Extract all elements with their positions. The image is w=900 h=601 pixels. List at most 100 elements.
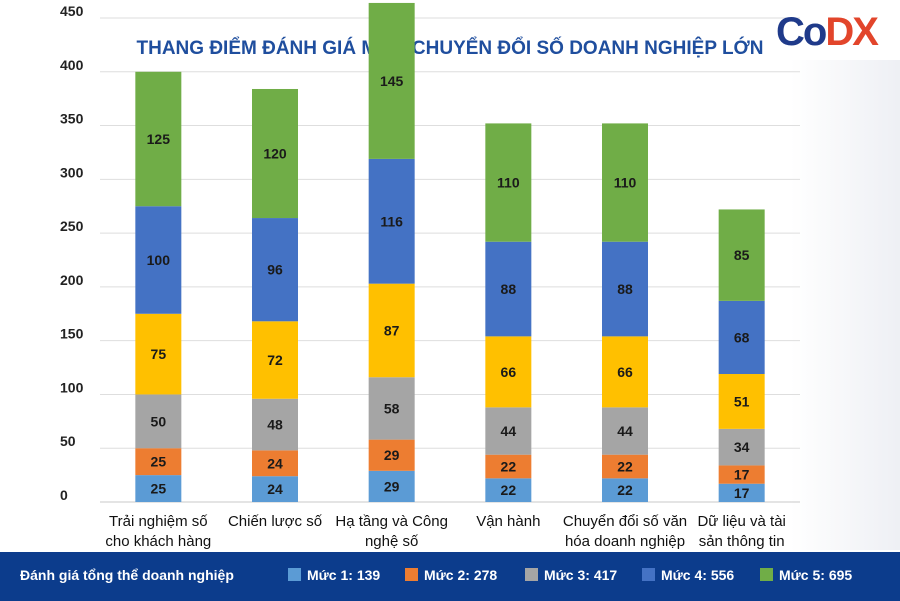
bar-segment [135,448,182,476]
bar-segment [252,218,298,322]
legend-label: Mức 3: 417 [544,567,618,583]
legend-item: Mức 2: 278 [405,567,497,583]
y-tick-label: 200 [60,272,84,288]
data-label: 29 [384,478,400,494]
footer-bar: Đánh giá tổng thể doanh nghiệp Mức 1: 13… [0,552,900,601]
bar-segment [602,407,648,455]
data-label: 120 [263,146,287,162]
data-label: 17 [734,485,750,501]
bar-segment [718,300,765,375]
data-label: 24 [267,481,283,497]
data-label: 110 [497,175,520,191]
legend-swatch [760,568,773,581]
bar-segment [718,209,765,301]
data-label: 66 [617,364,633,380]
data-label: 85 [734,247,750,263]
bar-segment [485,454,532,479]
bar-segment [602,123,648,242]
bars: 25 25 50 75 100 125 24 24 48 72 96 120 29 29 58 87 116 14… [135,2,765,502]
bar-segment [252,398,298,451]
x-tick-label: Chiến lược số [228,513,323,530]
bar-segment [485,407,532,455]
x-tick-label: Vận hành [476,513,540,530]
data-label: 24 [267,455,283,471]
y-tick-label: 350 [60,111,84,127]
y-tick-label: 450 [60,3,84,19]
data-label: 29 [384,447,400,463]
bar-segment [135,475,182,502]
data-label: 25 [151,481,167,497]
stacked-bar-chart: THANG ĐIỂM ĐÁNH GIÁ MỨC CHUYỂN ĐỔI SỐ DO… [60,2,800,550]
y-tick-label: 300 [60,164,84,180]
footer-title: Đánh giá tổng thể doanh nghiệp [20,567,234,583]
data-label: 44 [617,423,633,439]
data-label: 96 [267,262,283,278]
bar-segment [135,394,182,449]
data-label: 51 [734,393,750,409]
bar-segment [602,336,648,408]
gridlines [100,17,800,503]
bar-segment [602,241,648,337]
data-label: 110 [614,175,637,191]
y-axis-ticks: 0 50 100 150 200 250 300 350 400 450 [60,3,84,503]
bar-segment [252,476,298,502]
bar-segment [718,374,765,429]
data-label: 44 [501,423,517,439]
x-tick-label: Chuyển đổi số văn [563,513,687,530]
legend-item: Mức 3: 417 [525,567,617,583]
legend-swatch [288,568,301,581]
data-label: 22 [617,482,633,498]
legend-swatch [525,568,538,581]
data-label: 88 [617,281,633,297]
x-tick-label: Trải nghiệm số [109,513,208,530]
x-axis-labels: Trải nghiệm số cho khách hàng Chiến lược s… [105,513,786,550]
data-label: 22 [501,482,517,498]
data-label: 50 [151,413,167,429]
legend-swatch [642,568,655,581]
bar-segment [252,450,298,477]
bar-segment [368,283,415,378]
data-label: 75 [151,346,167,362]
bar-segment [602,454,648,479]
bar-segment [368,2,415,159]
y-tick-label: 50 [60,433,76,449]
x-tick-label: sản thông tin [699,533,785,550]
bar-segment [135,206,182,314]
legend-label: Mức 2: 278 [424,567,498,583]
chart-title: THANG ĐIỂM ĐÁNH GIÁ MỨC CHUYỂN ĐỔI SỐ DO… [137,37,764,59]
x-tick-label: hóa doanh nghiệp [565,533,685,550]
data-label: 72 [267,352,283,368]
data-label: 48 [267,417,283,433]
bar-segment [485,336,532,408]
y-tick-label: 100 [60,379,84,395]
legend-item: Mức 5: 695 [760,567,852,583]
data-label: 145 [380,73,404,89]
bar-segment [252,88,298,219]
bar-segment [368,377,415,440]
x-tick-label: cho khách hàng [105,533,211,550]
x-tick-label: nghệ số [365,533,419,550]
legend-swatch [405,568,418,581]
legend-item: Mức 1: 139 [288,567,380,583]
bar-segment [718,483,765,502]
bar-segment [485,478,532,502]
data-label: 22 [501,459,517,475]
data-label: 58 [384,400,400,416]
data-label: 88 [501,281,517,297]
data-label: 25 [151,454,167,470]
legend-label: Mức 4: 556 [661,567,735,583]
bar-segment [368,158,415,284]
bar-segment [485,241,532,337]
data-label: 66 [501,364,517,380]
legend-item: Mức 4: 556 [642,567,734,583]
bar-segment [718,428,765,466]
bar-segment [368,439,415,471]
legend-label: Mức 1: 139 [307,567,381,583]
data-label: 125 [147,131,171,147]
bar-segment [602,478,648,502]
bar-segment [135,71,182,207]
bar-segment [368,470,415,502]
bar-segment [485,123,532,242]
data-label: 100 [147,252,171,268]
